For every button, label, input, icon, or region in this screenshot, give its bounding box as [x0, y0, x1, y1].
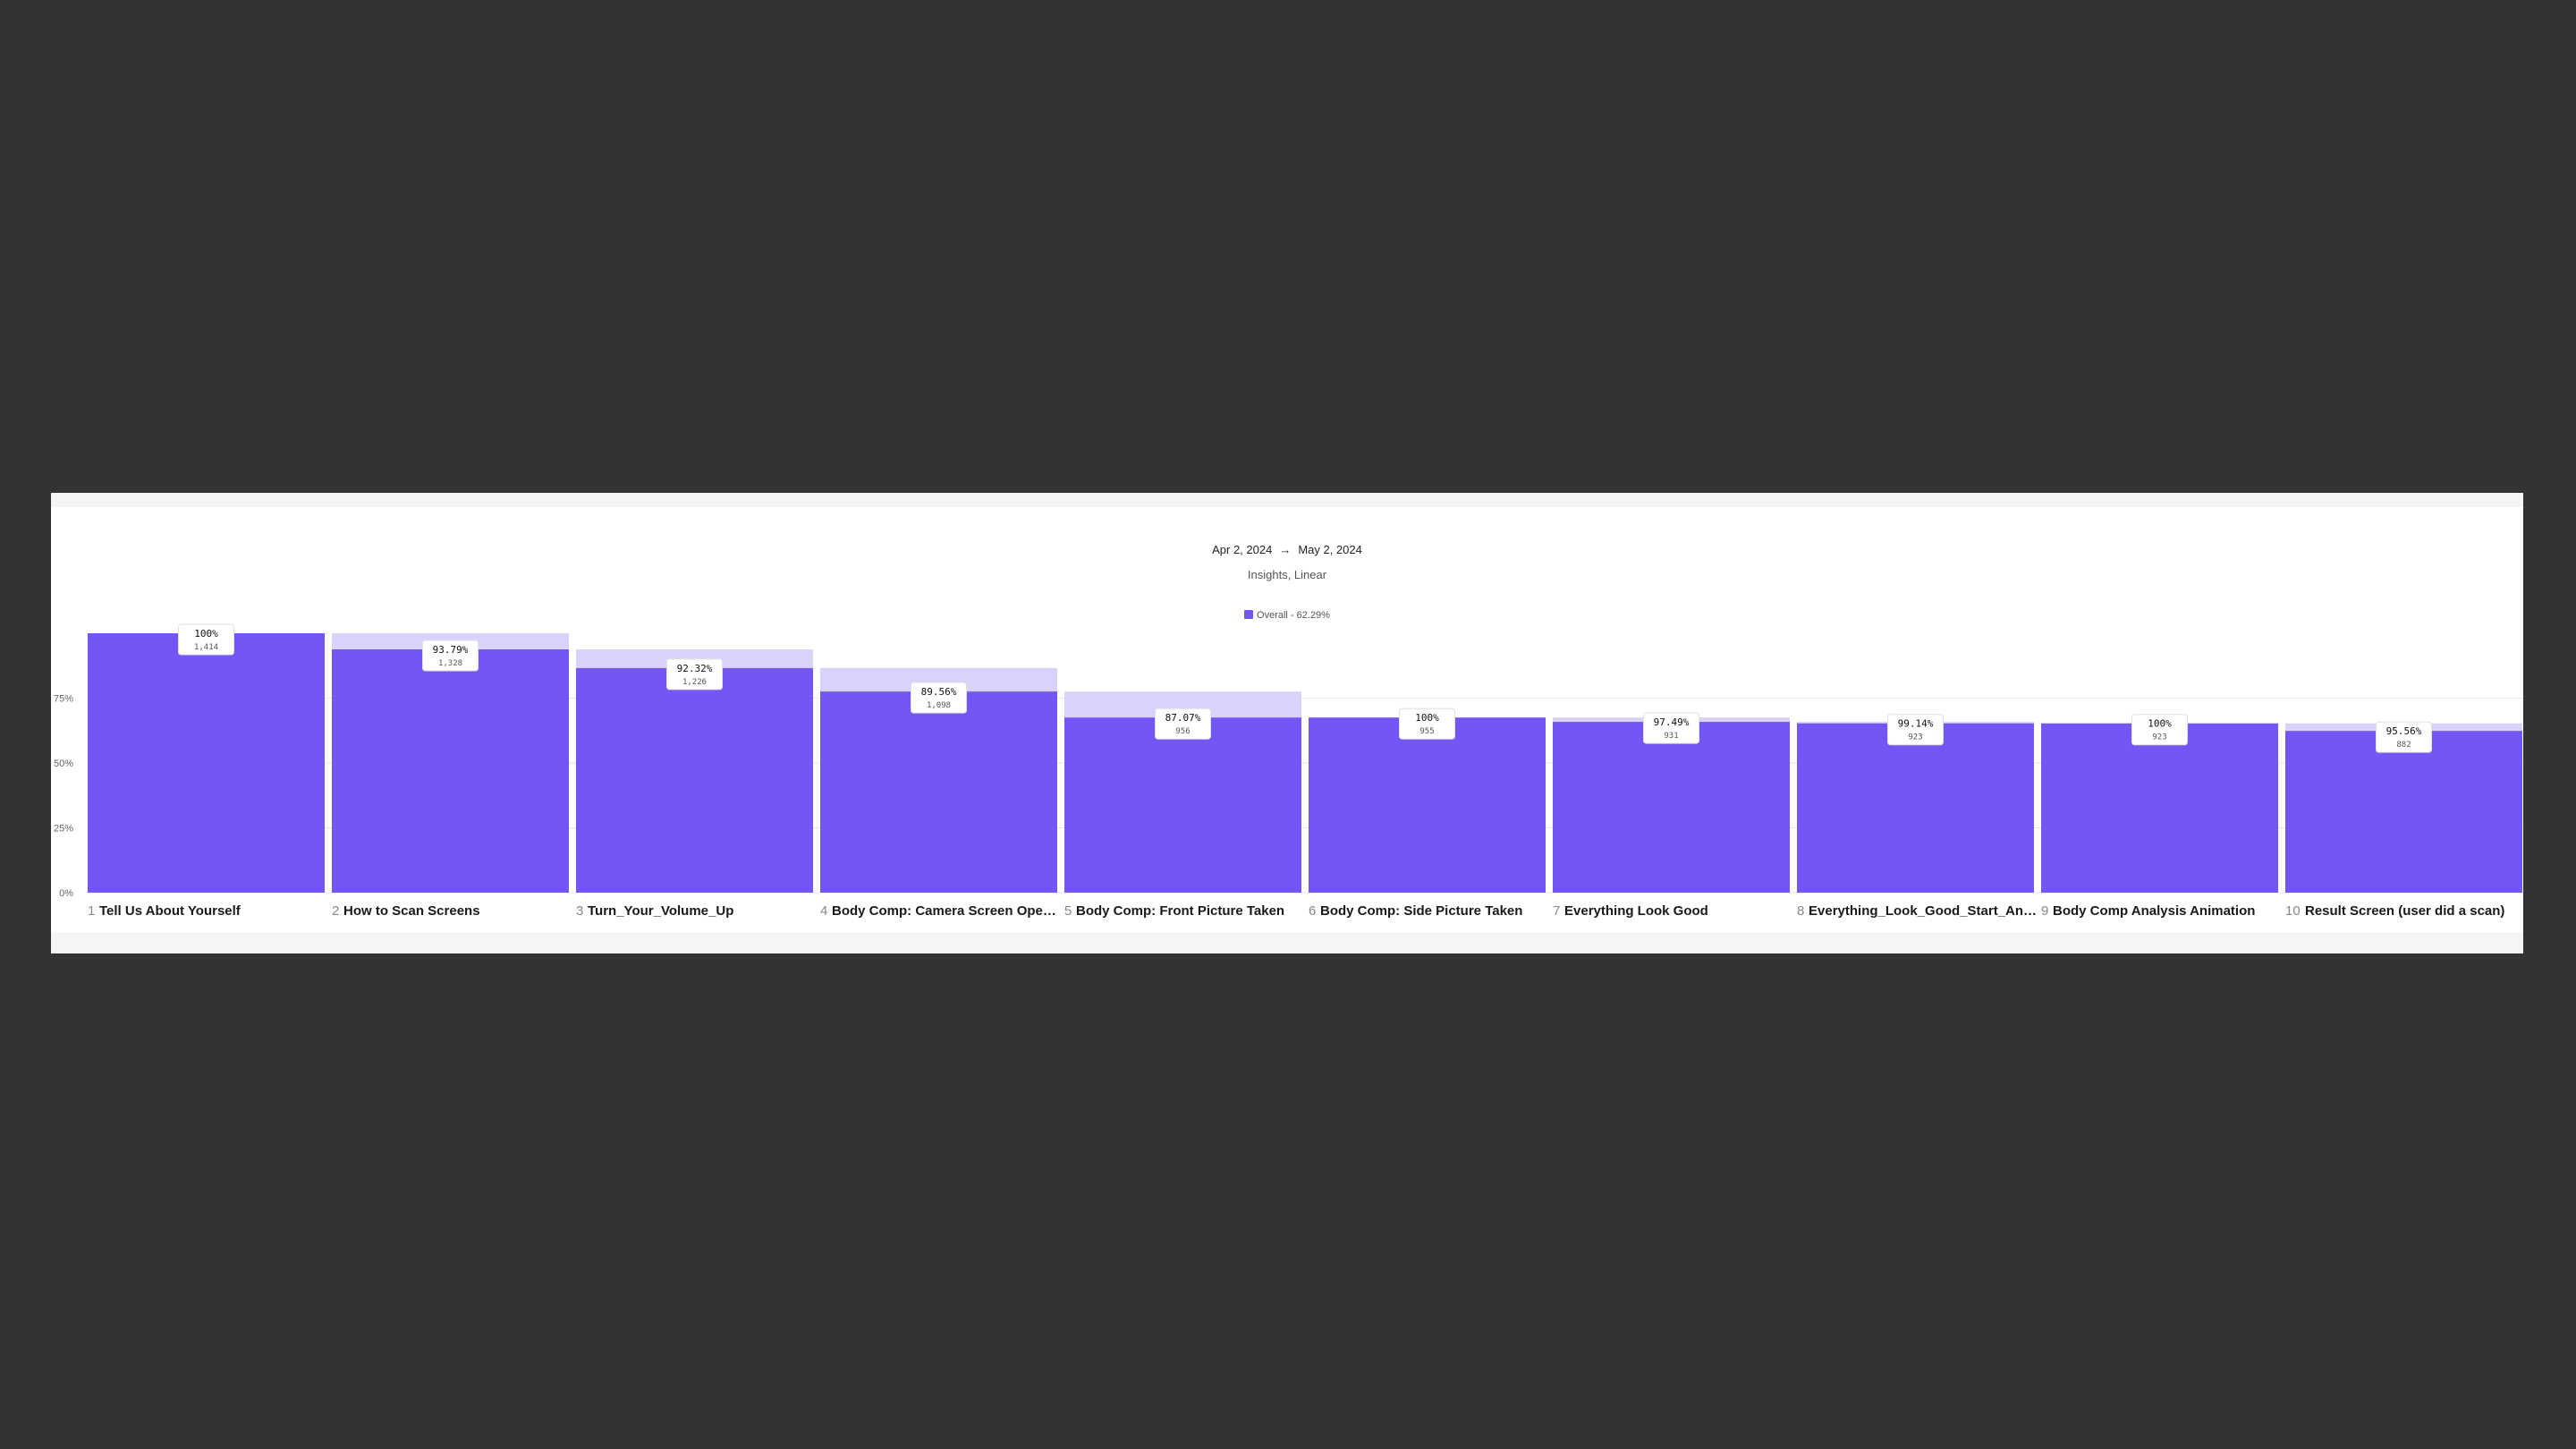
step-conversion-label: 95.56% [2386, 725, 2422, 737]
date-arrow-icon: → [1279, 543, 1292, 556]
step-name-label: Body Comp Analysis Animation [2053, 903, 2255, 919]
step-number-label: 8 [1797, 903, 1804, 919]
funnel-bar[interactable] [1064, 717, 1301, 893]
legend-swatch-icon [1244, 610, 1254, 619]
value-badge [1887, 714, 1944, 746]
funnel-bar[interactable] [1797, 723, 2034, 893]
step-number-label: 10 [2285, 903, 2301, 919]
step-number-label: 3 [576, 903, 583, 919]
step-count-label: 1,328 [438, 659, 462, 668]
chart-panel: Apr 2, 2024 → May 2, 2024 Insights, Linear… [51, 493, 2523, 953]
step-name-label: Everything Look Good [1564, 903, 1708, 919]
step-conversion-label: 87.07% [1165, 712, 1201, 724]
step-name-label: How to Scan Screens [343, 903, 480, 919]
step-number-label: 9 [2041, 903, 2048, 919]
step-conversion-label: 92.32% [677, 663, 713, 674]
y-tick-label: 25% [54, 824, 73, 835]
step-count-label: 923 [2152, 733, 2166, 742]
step-count-label: 1,098 [927, 701, 951, 710]
value-badge [1643, 712, 1699, 744]
value-badge [422, 640, 479, 672]
step-conversion-label: 100% [2148, 718, 2172, 730]
step-count-label: 1,414 [194, 643, 218, 652]
step-conversion-label: 93.79% [433, 644, 469, 656]
funnel-bar[interactable] [2041, 723, 2278, 893]
legend[interactable]: Overall - 62.29% [51, 610, 2523, 621]
step-number-label: 7 [1553, 903, 1560, 919]
funnel-bar[interactable] [1553, 722, 1790, 893]
step-number-label: 2 [332, 903, 339, 919]
value-badge [2376, 721, 2432, 753]
value-badge [1155, 708, 1211, 740]
legend-label: Overall - 62.29% [1257, 610, 1330, 621]
step-conversion-label: 99.14% [1898, 718, 1934, 730]
value-badge [2131, 714, 2188, 746]
step-count-label: 923 [1908, 733, 1922, 742]
y-tick-label: 75% [54, 694, 73, 705]
step-count-label: 931 [1664, 732, 1678, 741]
chart-card: Apr 2, 2024 → May 2, 2024 Insights, Linear… [51, 507, 2523, 933]
step-count-label: 882 [2396, 741, 2411, 750]
step-name-label: Body Comp: Camera Screen Ope… [832, 903, 1056, 919]
step-number-label: 6 [1309, 903, 1316, 919]
step-conversion-label: 100% [194, 628, 218, 640]
funnel-bar[interactable] [820, 691, 1057, 893]
step-conversion-label: 97.49% [1654, 716, 1690, 728]
funnel-bar[interactable] [88, 633, 325, 893]
date-range[interactable]: Apr 2, 2024 → May 2, 2024 [51, 543, 2523, 556]
funnel-chart: 0% 25% 50% 75% 100% 1,414 1 Tell Us About Yours… [54, 623, 2523, 919]
funnel-bar[interactable] [1309, 717, 1546, 893]
y-tick-label: 50% [54, 758, 73, 769]
funnel-bar[interactable] [2285, 731, 2522, 893]
step-name-label: Everything_Look_Good_Start_An… [1809, 903, 2037, 919]
step-name-label: Turn_Your_Volume_Up [588, 903, 733, 919]
step-count-label: 956 [1175, 727, 1190, 736]
step-name-label: Tell Us About Yourself [99, 903, 242, 919]
value-badge [178, 623, 234, 656]
date-start: Apr 2, 2024 [1212, 543, 1273, 556]
step-number-label: 4 [820, 903, 827, 919]
funnel-bar[interactable] [576, 667, 813, 893]
value-badge [1399, 708, 1455, 740]
step-name-label: Body Comp: Front Picture Taken [1076, 903, 1284, 919]
y-tick-label: 0% [59, 888, 73, 899]
step-count-label: 1,226 [682, 678, 707, 687]
step-name-label: Result Screen (user did a scan) [2305, 903, 2504, 919]
chart-subtitle: Insights, Linear [1247, 568, 1327, 581]
value-badge [666, 658, 723, 691]
step-number-label: 5 [1064, 903, 1072, 919]
date-end: May 2, 2024 [1298, 543, 1362, 556]
step-name-label: Body Comp: Side Picture Taken [1320, 903, 1522, 919]
funnel-bar[interactable] [332, 649, 569, 893]
step-conversion-label: 100% [1415, 712, 1439, 724]
step-count-label: 955 [1419, 727, 1434, 736]
step-number-label: 1 [88, 903, 95, 919]
step-conversion-label: 89.56% [921, 686, 957, 698]
value-badge [911, 682, 967, 714]
